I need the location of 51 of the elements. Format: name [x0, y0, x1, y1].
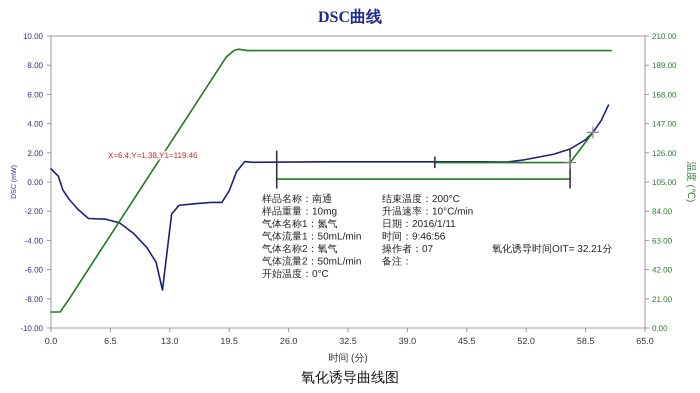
y2-tick-label: 105.00	[652, 178, 678, 187]
annotation: 结束温度：200°C	[382, 193, 460, 205]
x-tick-label: 58.5	[576, 336, 594, 346]
x-tick-label: 39.0	[398, 336, 416, 346]
y-tick-label: -2.00	[24, 207, 44, 216]
y2-tick-label: 189.00	[652, 61, 678, 70]
y-tick-label: 0.00	[27, 178, 44, 187]
y-tick-label: -4.00	[24, 236, 44, 246]
y-tick-label: 2.00	[27, 148, 44, 158]
x-tick-label: 26.0	[280, 336, 298, 346]
annotation: 升温速率：10°C/min	[382, 206, 474, 218]
x-tick-label: 32.5	[339, 336, 357, 346]
annotation: 气体流量2：50mL/min	[262, 256, 362, 268]
y-tick-label: -6.00	[24, 266, 44, 275]
x-tick-label: 6.5	[104, 336, 117, 346]
annotation: 备注：	[382, 256, 412, 268]
y2-tick-label: 168.00	[652, 90, 678, 100]
annotation: 日期：2016/1/11	[382, 218, 456, 230]
x-tick-label: 0.0	[44, 336, 58, 346]
x-tick-label: 65.0	[636, 336, 654, 346]
y2-tick-label: 210.00	[652, 32, 678, 41]
y-tick-label: 4.00	[27, 120, 44, 129]
chart-title: DSC曲线	[318, 8, 382, 26]
x-tick-label: 52.0	[517, 336, 535, 346]
y2-tick-label: 21.00	[652, 294, 673, 304]
y-tick-label: 6.00	[27, 90, 44, 100]
y2-tick-label: 0.00	[652, 324, 668, 333]
y2-axis-title: 温度 (℃)	[685, 162, 697, 202]
x-tick-label: 45.5	[458, 336, 476, 346]
annotation: 气体名称2：氧气	[262, 243, 338, 255]
text: 氧化诱导曲线图	[301, 370, 399, 386]
x-axis-title: 时间 (分)	[328, 352, 368, 364]
y2-tick-label: 42.00	[652, 266, 673, 275]
x-tick-label: 13.0	[161, 336, 179, 346]
y-tick-label: 10.00	[22, 32, 44, 41]
y-tick-label: -10.00	[20, 324, 44, 333]
y-tick-label: -8.00	[24, 294, 44, 304]
y2-tick-label: 63.00	[652, 236, 673, 246]
y2-tick-label: 84.00	[652, 207, 673, 216]
annotation: 开始温度：0°C	[262, 268, 329, 280]
annotation: 时间：9:46:56	[382, 230, 446, 242]
annotation: 气体流量1：50mL/min	[262, 230, 362, 242]
annotation: 样品名称：南通	[262, 193, 332, 205]
annotation: 样品重量：10mg	[262, 206, 338, 218]
annotation: 氧化诱导时间OIT= 32.21分	[492, 243, 612, 255]
annotation: 操作者：07	[382, 243, 434, 255]
y2-tick-label: 147.00	[652, 120, 678, 129]
annotation: 气体名称1：氮气	[262, 218, 338, 230]
x-tick-label: 19.5	[220, 336, 238, 346]
y-tick-label: 8.00	[27, 61, 44, 70]
y2-tick-label: 126.00	[652, 148, 678, 158]
